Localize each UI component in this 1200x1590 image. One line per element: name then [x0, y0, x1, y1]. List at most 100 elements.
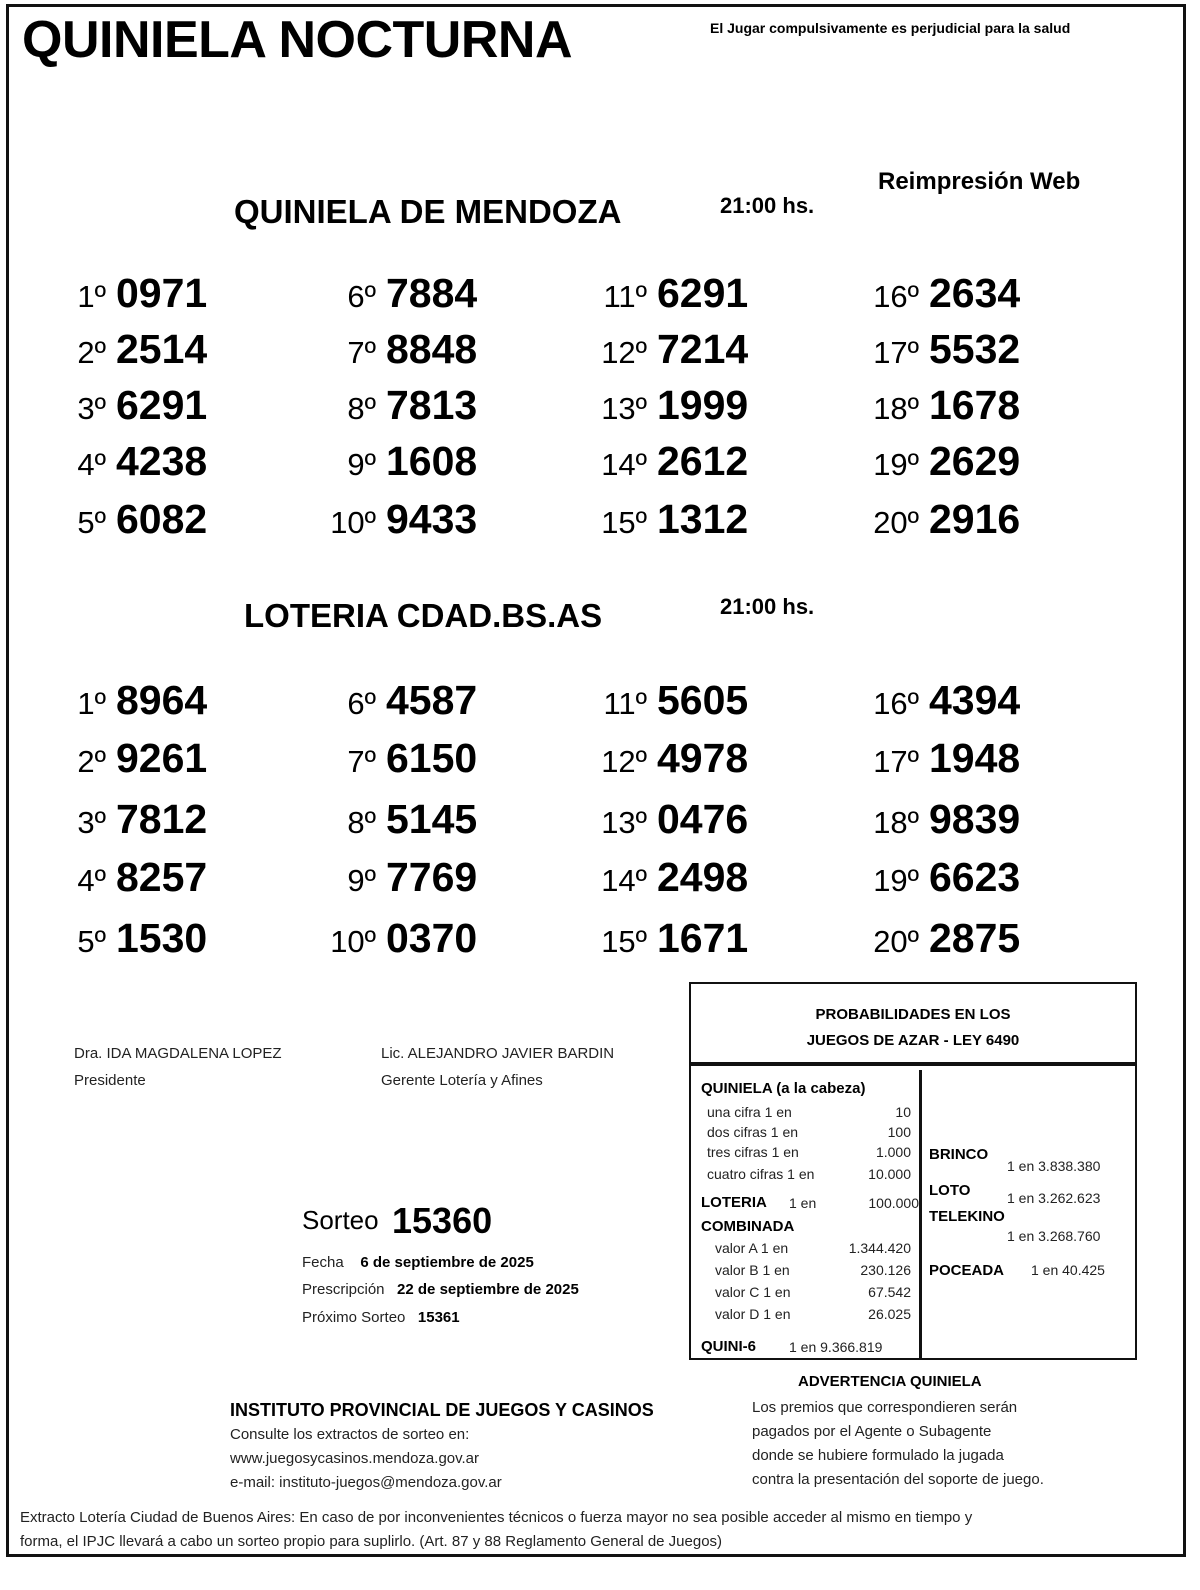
proximo-label: Próximo Sorteo — [302, 1309, 406, 1326]
institute-name: INSTITUTO PROVINCIAL DE JUEGOS Y CASINOS — [230, 1400, 654, 1420]
position-label: 3º — [77, 805, 106, 840]
position-label: 20º — [873, 505, 919, 540]
position-label: 11º — [603, 686, 647, 721]
quiniela-odds-label: una cifra 1 en — [707, 1104, 792, 1120]
position-label: 15º — [601, 505, 647, 540]
position-label: 10º — [330, 505, 376, 540]
column-divider — [919, 1070, 922, 1360]
result-number: 7812 — [116, 796, 208, 842]
result-cell: 9º 1608 — [276, 438, 477, 488]
sorteo-label: Sorteo — [302, 1205, 379, 1235]
result-number: 2514 — [116, 326, 208, 372]
institute-email-link[interactable]: e-mail: instituto-juegos@mendoza.gov.ar — [230, 1474, 502, 1491]
game-label: POCEADA — [929, 1262, 1005, 1279]
result-cell: 4º 4238 — [6, 438, 207, 488]
result-cell: 8º 7813 — [276, 382, 477, 432]
position-label: 17º — [873, 335, 919, 370]
institute-line: Consulte los extractos de sorteo en: — [230, 1426, 470, 1443]
draw-time-mendoza: 21:00 hs. — [720, 193, 815, 218]
result-number: 7813 — [386, 382, 478, 428]
signature-role: Presidente — [74, 1072, 146, 1089]
result-cell: 10º 0370 — [276, 915, 477, 965]
result-number: 0476 — [657, 796, 749, 842]
quini6-label: QUINI-6 — [701, 1338, 757, 1355]
game-label: LOTO — [929, 1182, 971, 1199]
prescripcion-value: 22 de septiembre de 2025 — [397, 1281, 579, 1298]
advertencia-text: Los premios que correspondieren serán pa… — [752, 1396, 1044, 1492]
position-label: 3º — [77, 391, 106, 426]
result-number: 1678 — [929, 382, 1021, 428]
position-label: 6º — [347, 686, 376, 721]
result-number: 5145 — [386, 796, 478, 842]
probabilities-heading: PROBABILIDADES EN LOS JUEGOS DE AZAR - L… — [691, 984, 1135, 1066]
result-cell: 2º 9261 — [6, 735, 207, 785]
position-label: 7º — [347, 744, 376, 779]
result-cell: 19º 2629 — [819, 438, 1020, 488]
result-cell: 6º 4587 — [276, 677, 477, 727]
position-label: 12º — [601, 335, 647, 370]
combinada-title: COMBINADA — [701, 1218, 795, 1235]
combinada-odds-value: 1.344.420 — [848, 1240, 911, 1256]
prescripcion-row: Prescripción 22 de septiembre de 2025 — [302, 1281, 579, 1298]
loteria-label: LOTERIA — [701, 1194, 767, 1211]
result-cell: 11º 5605 — [547, 677, 748, 727]
result-number: 9261 — [116, 735, 208, 781]
proximo-value: 15361 — [417, 1309, 460, 1326]
position-label: 13º — [601, 391, 647, 426]
result-cell: 20º 2916 — [819, 496, 1020, 546]
result-number: 7214 — [657, 326, 749, 372]
institute-contact: Consulte los extractos de sorteo en: www… — [230, 1423, 502, 1495]
game-odds: 1 en 40.425 — [1031, 1262, 1105, 1278]
result-number: 1312 — [657, 496, 749, 542]
result-cell: 15º 1671 — [547, 915, 748, 965]
signature-name: Dra. IDA MAGDALENA LOPEZ — [74, 1045, 282, 1062]
game-label: TELEKINO — [929, 1208, 1005, 1225]
advertencia-line: donde se hubiere formulado la jugada — [752, 1447, 1004, 1464]
combinada-odds-value: 26.025 — [868, 1306, 911, 1322]
game-odds: 1 en 3.262.623 — [1007, 1190, 1101, 1206]
result-number: 1999 — [657, 382, 749, 428]
footer-note: Extracto Lotería Ciudad de Buenos Aires:… — [20, 1506, 972, 1554]
position-label: 14º — [601, 447, 647, 482]
signature-president: Dra. IDA MAGDALENA LOPEZ Presidente — [74, 1040, 282, 1094]
result-cell: 20º 2875 — [819, 915, 1020, 965]
institute-website-link[interactable]: www.juegosycasinos.mendoza.gov.ar — [230, 1450, 480, 1467]
result-number: 2916 — [929, 496, 1021, 542]
position-label: 9º — [347, 863, 376, 898]
result-number: 5605 — [657, 677, 749, 723]
position-label: 11º — [603, 279, 647, 314]
result-cell: 16º 4394 — [819, 677, 1020, 727]
signature-manager: Lic. ALEJANDRO JAVIER BARDIN Gerente Lot… — [381, 1040, 614, 1094]
position-label: 8º — [347, 805, 376, 840]
position-label: 4º — [77, 447, 106, 482]
result-cell: 2º 2514 — [6, 326, 207, 376]
result-number: 1671 — [657, 915, 749, 961]
position-label: 1º — [77, 686, 106, 721]
signature-name: Lic. ALEJANDRO JAVIER BARDIN — [381, 1045, 615, 1062]
result-number: 6291 — [116, 382, 208, 428]
result-number: 6150 — [386, 735, 478, 781]
result-cell: 7º 8848 — [276, 326, 477, 376]
quiniela-odds-value: 1.000 — [875, 1144, 911, 1160]
quiniela-odds-value: 10 — [895, 1104, 911, 1120]
advertencia-line: pagados por el Agente o Subagente — [752, 1423, 992, 1440]
loteria-value: 100.000 — [868, 1195, 919, 1211]
fecha-value: 6 de septiembre de 2025 — [360, 1254, 534, 1271]
draw-title-bsas: LOTERIA CDAD.BS.AS — [244, 597, 603, 634]
result-number: 6291 — [657, 270, 749, 316]
position-label: 19º — [873, 863, 919, 898]
prescripcion-label: Prescripción — [302, 1281, 385, 1298]
position-label: 10º — [330, 924, 376, 959]
heading-line: JUEGOS DE AZAR - LEY 6490 — [806, 1032, 1020, 1049]
loteria-text: 1 en — [789, 1195, 817, 1211]
result-cell: 15º 1312 — [547, 496, 748, 546]
result-number: 2612 — [657, 438, 749, 484]
fecha-row: Fecha 6 de septiembre de 2025 — [302, 1254, 534, 1271]
page-title: QUINIELA NOCTURNA — [22, 11, 573, 69]
result-cell: 12º 4978 — [547, 735, 748, 785]
combinada-odds-value: 67.542 — [868, 1284, 911, 1300]
combinada-odds-label: valor A 1 en — [715, 1240, 789, 1256]
position-label: 13º — [601, 805, 647, 840]
footer-line: forma, el IPJC llevará a cabo un sorteo … — [20, 1533, 723, 1550]
